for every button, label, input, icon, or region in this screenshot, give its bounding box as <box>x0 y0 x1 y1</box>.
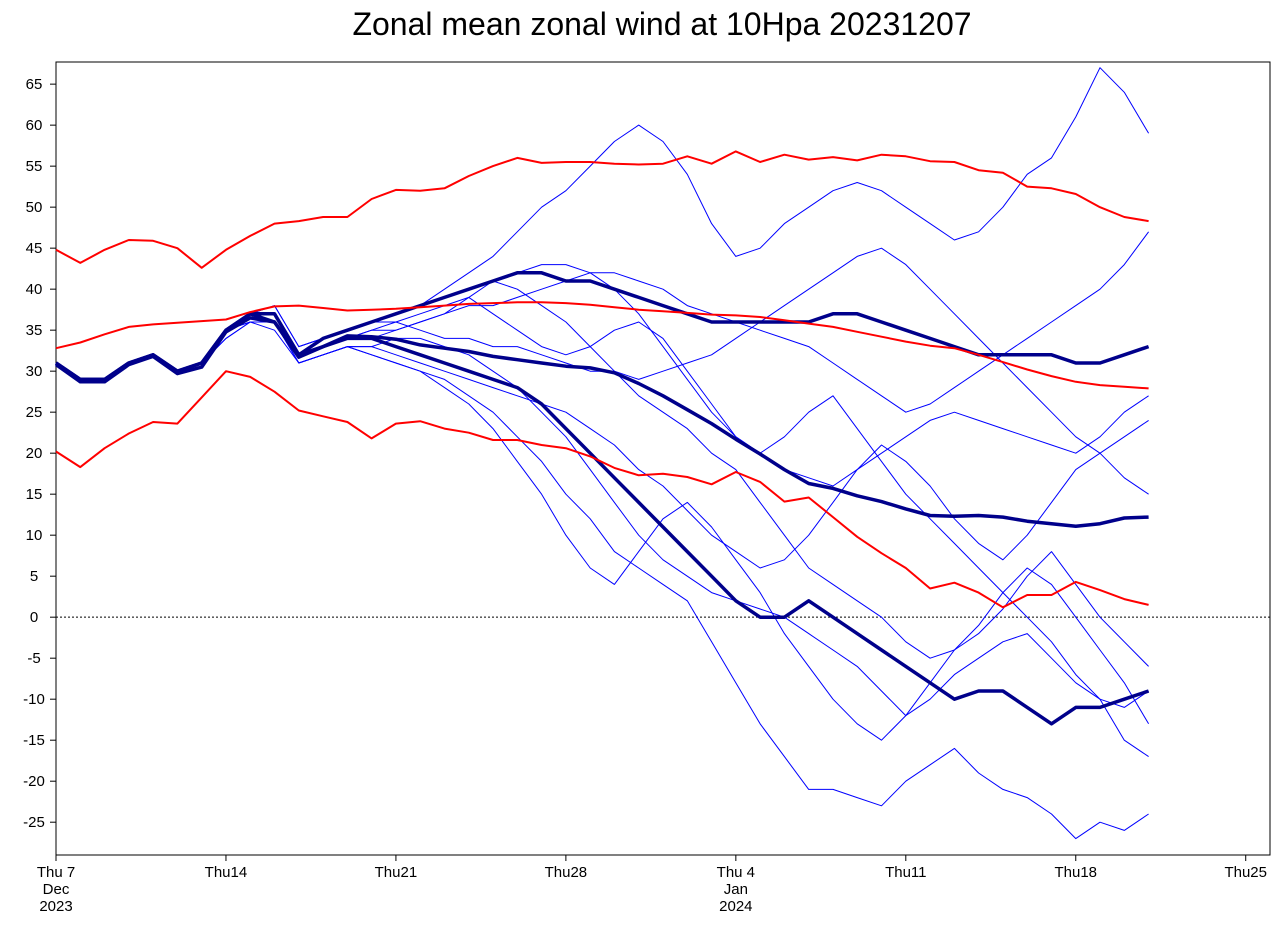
series-line <box>55 321 1150 741</box>
y-tick-label: 20 <box>26 445 43 462</box>
y-tick-label: -15 <box>23 732 45 749</box>
y-tick-label: 30 <box>26 363 43 380</box>
y-tick-label: 10 <box>26 527 43 544</box>
y-tick-label: -5 <box>27 650 40 667</box>
x-tick-label: Thu18 <box>1054 864 1097 881</box>
y-tick-label: 25 <box>26 404 43 421</box>
y-tick-label: -25 <box>23 814 45 831</box>
x-tick-label: Thu11 <box>885 864 926 881</box>
y-tick-label: 40 <box>26 281 43 298</box>
series-line <box>55 370 1149 609</box>
y-tick-label: 55 <box>26 158 43 175</box>
series-line <box>54 316 1149 528</box>
series-line <box>55 321 1149 569</box>
x-tick-label: Thu21 <box>375 864 418 881</box>
series-line <box>55 264 1149 487</box>
series-line <box>55 231 1150 413</box>
y-tick-label: 65 <box>26 76 43 93</box>
x-tick-label: Thu25 <box>1224 864 1267 881</box>
y-tick-label: 60 <box>26 117 43 134</box>
plot-frame <box>55 61 1271 856</box>
y-tick-label: 15 <box>26 486 43 503</box>
y-tick-label: 45 <box>26 240 43 257</box>
series-line <box>55 312 1150 726</box>
y-tick-label: 35 <box>26 322 43 339</box>
x-tick-label: Thu 4 Jan 2024 <box>717 864 755 915</box>
y-tick-label: 5 <box>30 568 38 585</box>
x-tick-label: Thu14 <box>205 864 248 881</box>
x-tick-label: Thu 7 Dec 2023 <box>37 864 75 915</box>
series-line <box>55 271 1150 382</box>
series-line <box>55 67 1150 380</box>
y-tick-label: 50 <box>26 199 43 216</box>
chart-title: Zonal mean zonal wind at 10Hpa 20231207 <box>352 6 971 42</box>
x-tick-label: Thu28 <box>545 864 588 881</box>
series-line <box>55 301 1149 390</box>
y-tick-label: 0 <box>30 609 38 626</box>
y-tick-label: -10 <box>23 691 45 708</box>
series-line <box>55 150 1149 269</box>
y-tick-label: -20 <box>23 773 45 790</box>
